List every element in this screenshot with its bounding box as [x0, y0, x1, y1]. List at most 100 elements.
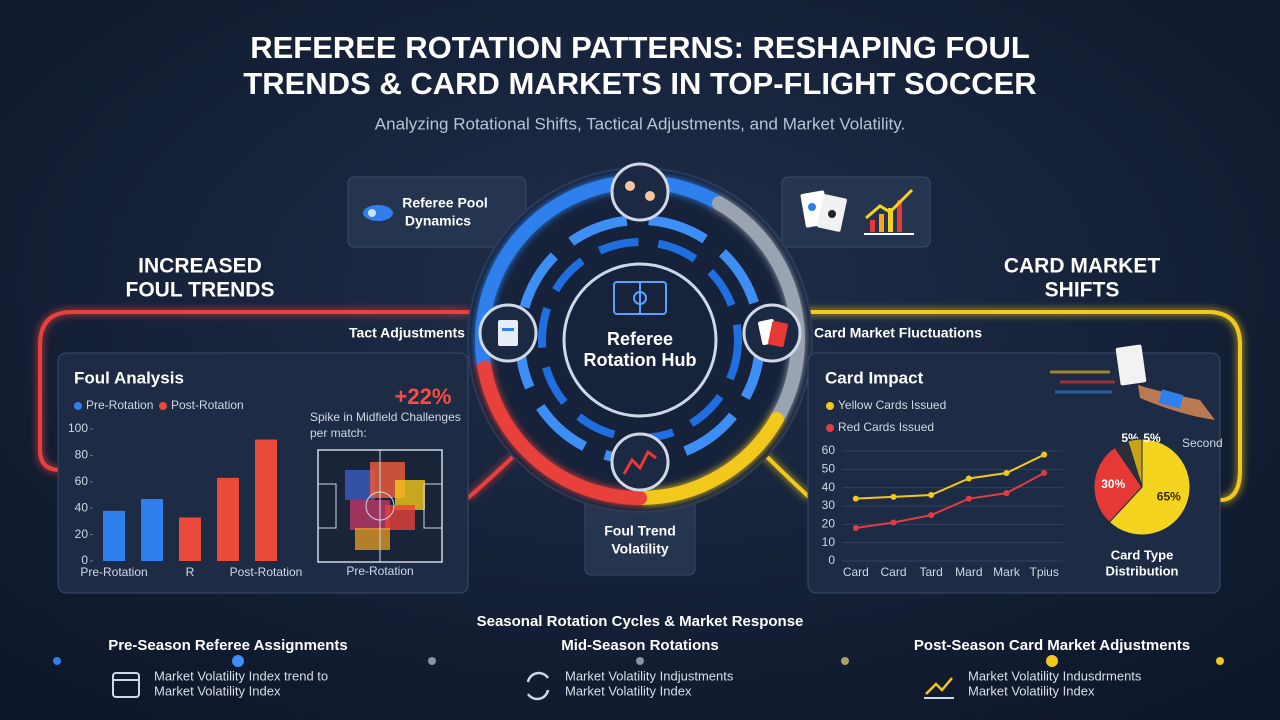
y-tick-label: 0 [81, 553, 88, 567]
cycle-icon [526, 671, 550, 701]
y-tick-label: 10 [822, 535, 836, 549]
legend-swatch [826, 424, 834, 432]
phase-title: Pre-Season Referee Assignments [108, 637, 348, 654]
point [928, 512, 935, 519]
legend-swatch [159, 402, 167, 410]
right-heading: SHIFTS [1045, 279, 1120, 302]
y-tick-label: 30 [822, 498, 836, 512]
pie-annotation: Second [1182, 436, 1223, 450]
timeline-title: Seasonal Rotation Cycles & Market Respon… [477, 613, 804, 630]
right-heading: CARD MARKET [1004, 255, 1160, 278]
legend-swatch [74, 402, 82, 410]
node-label: Foul Trend [604, 523, 676, 539]
point [965, 495, 972, 502]
pie-slice [1093, 446, 1143, 523]
point [1003, 490, 1010, 497]
bar [179, 517, 201, 561]
point [890, 493, 897, 500]
x-tick-label: Mark [993, 565, 1021, 579]
line [855, 472, 1045, 529]
phase-line: Market Volatility Index [968, 683, 1095, 698]
legend-label: Pre-Rotation [86, 398, 153, 412]
x-tick-label: Post-Rotation [230, 565, 303, 579]
bar [141, 498, 163, 561]
point [1041, 470, 1048, 476]
pie-label: 30% [1101, 477, 1125, 491]
calendar-icon [112, 672, 140, 698]
x-tick-label: R [186, 565, 195, 579]
phase-title: Post-Season Card Market Adjustments [914, 637, 1190, 654]
bar [217, 477, 239, 561]
left-heading: INCREASED [138, 255, 262, 278]
y-tick-label: 80 [75, 448, 89, 462]
bar [255, 439, 277, 561]
hub-label: Referee [607, 329, 673, 349]
y-tick-label: 100 [68, 421, 88, 435]
legend-label: Red Cards Issued [838, 420, 934, 434]
inset-label: Pre-Rotation [346, 564, 413, 578]
x-tick-label: Mard [955, 565, 982, 579]
heatmap [317, 449, 443, 563]
annotation-text: per match: [310, 426, 367, 440]
phase-line: Market Volatility Indjustments [565, 668, 734, 683]
line [855, 453, 1045, 500]
pie-slice [1108, 438, 1191, 536]
point [852, 495, 859, 502]
pie-title: Distribution [1106, 563, 1179, 578]
phase-line: Market Volatility Index [565, 683, 692, 698]
hub-core [562, 262, 718, 418]
point [1003, 470, 1010, 476]
y-tick-label: 50 [822, 462, 836, 476]
pie-label: 65% [1157, 490, 1181, 504]
phase-line: Market Volatility Indusdrments [968, 668, 1142, 683]
y-tick-label: 40 [822, 480, 836, 494]
annotation-value: +22% [395, 384, 452, 409]
y-tick-label: 40 [75, 500, 89, 514]
foul-curve [38, 310, 470, 472]
legend-label: Yellow Cards Issued [838, 398, 946, 412]
x-tick-label: Card [880, 565, 906, 579]
cards-icon [800, 190, 847, 232]
point [890, 519, 897, 526]
node-label: Referee Pool [402, 195, 488, 211]
y-tick-label: 60 [822, 443, 836, 457]
title-line: TRENDS & CARD MARKETS IN TOP-FLIGHT SOCC… [243, 66, 1036, 101]
pie-title: Card Type [1111, 547, 1174, 562]
phase-title: Mid-Season Rotations [561, 637, 719, 654]
trend-icon [864, 188, 914, 235]
phase-line: Market Volatility Index trend to [154, 668, 328, 683]
point [852, 525, 859, 531]
point [1041, 451, 1048, 458]
card-panel [807, 352, 1221, 594]
timeline-dots [53, 655, 1224, 667]
y-tick-label: 20 [75, 527, 89, 541]
card-hand [1050, 344, 1215, 420]
hub-label: Rotation Hub [584, 350, 697, 370]
y-tick-label: 60 [75, 474, 89, 488]
point [965, 475, 972, 482]
node-label: Dynamics [405, 213, 471, 229]
point [928, 492, 935, 498]
panel-title: Card Impact [825, 368, 924, 387]
annotation-text: Spike in Midfield Challenges [310, 410, 461, 424]
bar [103, 510, 125, 561]
pie-slice [1127, 438, 1143, 488]
x-tick-label: Tard [919, 565, 942, 579]
title-line: REFEREE ROTATION PATTERNS: RESHAPING FOU… [250, 30, 1030, 65]
phase-line: Market Volatility Index [154, 683, 281, 698]
y-tick-label: 0 [828, 553, 835, 567]
node-icons [498, 181, 788, 475]
pie-label: 5% [1143, 431, 1161, 445]
x-tick-label: Pre-Rotation [80, 565, 147, 579]
x-tick-label: Card [843, 565, 869, 579]
hub-ring [475, 175, 805, 505]
subtitle: Analyzing Rotational Shifts, Tactical Ad… [375, 114, 905, 133]
x-tick-label: Tpius [1029, 565, 1058, 579]
y-tick-label: 20 [822, 517, 836, 531]
node-label: Volatility [611, 541, 669, 557]
node-label: Card Market Fluctuations [814, 325, 982, 341]
left-heading: FOUL TRENDS [126, 279, 275, 302]
panel-title: Foul Analysis [74, 368, 184, 387]
whistle-icon [363, 205, 393, 221]
